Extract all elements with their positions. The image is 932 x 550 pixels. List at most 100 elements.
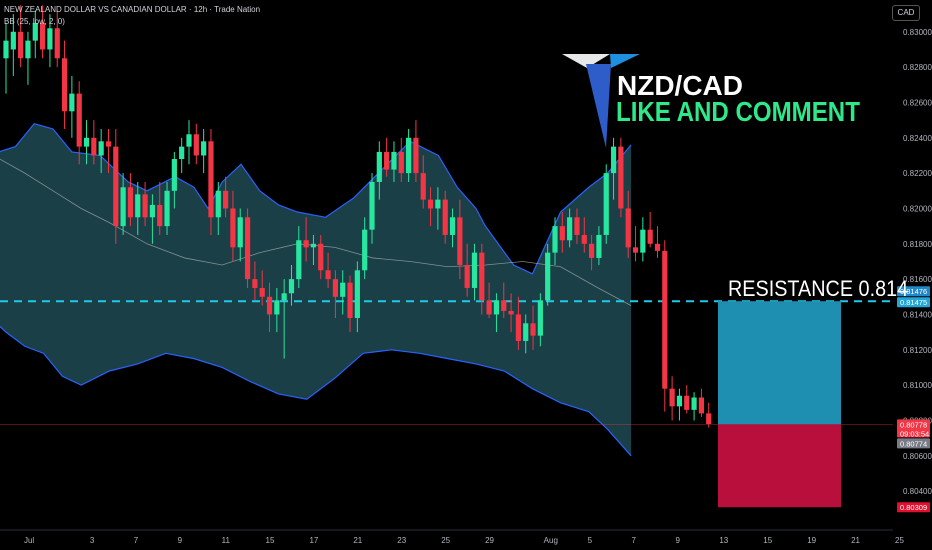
candle xyxy=(135,181,141,235)
candle-body xyxy=(3,40,9,59)
candle xyxy=(486,282,492,318)
candle-body xyxy=(669,388,675,407)
candle-body xyxy=(449,217,456,235)
candle xyxy=(310,234,317,265)
candle-body xyxy=(589,243,595,258)
resistance-price-badge-b-text: 0.81475 xyxy=(900,298,927,307)
bollinger-basis-line xyxy=(0,158,632,306)
candle-body xyxy=(142,194,148,218)
candle xyxy=(3,22,9,94)
candle xyxy=(691,392,697,421)
candle xyxy=(318,234,324,280)
candle xyxy=(215,181,221,235)
price-tick-label: 0.81000 xyxy=(903,381,932,390)
candle xyxy=(288,265,295,306)
candle xyxy=(362,217,368,280)
candle-body xyxy=(486,300,492,315)
candle xyxy=(83,120,90,165)
candle-body xyxy=(684,395,690,410)
candle xyxy=(406,128,412,182)
candle-body xyxy=(552,226,558,253)
price-tick-label: 0.82400 xyxy=(903,134,932,143)
candle-body xyxy=(698,397,704,414)
candle-body xyxy=(10,31,16,50)
candle-body xyxy=(435,199,441,209)
candle xyxy=(157,181,163,235)
candle xyxy=(559,212,565,253)
candle-body xyxy=(135,194,141,218)
candle xyxy=(471,243,478,301)
candle xyxy=(69,75,75,138)
candle xyxy=(223,176,229,218)
candle-body xyxy=(691,397,697,410)
candle xyxy=(457,199,463,280)
candle xyxy=(603,164,609,244)
candle xyxy=(647,212,653,248)
candle xyxy=(32,10,38,59)
candle xyxy=(413,120,419,182)
price-tick-label: 0.82800 xyxy=(903,63,932,72)
candle xyxy=(91,120,97,165)
price-tick-label: 0.82200 xyxy=(903,169,932,178)
candle xyxy=(662,240,668,412)
candle-body xyxy=(618,146,624,209)
candle xyxy=(398,137,404,182)
candle xyxy=(420,155,426,209)
price-tick-label: 0.82000 xyxy=(903,204,932,213)
time-tick-label: 25 xyxy=(895,536,904,545)
candle-body xyxy=(193,134,199,156)
price-axis-bg xyxy=(893,0,932,550)
candle xyxy=(508,293,514,333)
candle-body xyxy=(603,173,609,235)
candle-body xyxy=(567,217,573,241)
price-tick-label: 0.81600 xyxy=(903,275,932,284)
candle-body xyxy=(574,217,580,235)
candle xyxy=(193,123,199,165)
time-tick-label: 3 xyxy=(90,536,95,545)
loss-zone xyxy=(718,424,841,508)
candle xyxy=(537,293,543,347)
candle xyxy=(442,190,448,244)
resistance-price-badge-a: 0.81476 xyxy=(897,286,930,297)
candle-body xyxy=(442,199,448,235)
candle-body xyxy=(69,93,75,112)
candle xyxy=(61,40,68,129)
candle-body xyxy=(354,270,360,318)
candle xyxy=(186,120,192,165)
profit-zone xyxy=(718,301,841,425)
time-tick-label: 19 xyxy=(807,536,816,545)
candle-body xyxy=(25,40,31,59)
candle-body xyxy=(493,300,500,315)
candle xyxy=(376,141,382,200)
time-tick-label: 11 xyxy=(222,536,231,545)
candle-body xyxy=(427,199,434,209)
time-tick-label: 9 xyxy=(675,536,680,545)
candle-body xyxy=(376,151,382,182)
currency-badge[interactable]: CAD xyxy=(892,5,920,21)
candle-body xyxy=(179,146,185,159)
candle-body xyxy=(208,141,214,218)
price-tick-label: 0.81200 xyxy=(903,346,932,355)
candle xyxy=(98,128,104,174)
candle-body xyxy=(545,252,551,301)
candle xyxy=(201,128,207,174)
candle-body xyxy=(640,229,646,253)
time-tick-label: 7 xyxy=(134,536,139,545)
candle xyxy=(493,293,500,333)
candle-body xyxy=(91,137,97,156)
candle-body xyxy=(515,314,521,341)
candle-body xyxy=(647,229,653,244)
price-tick-label: 0.80400 xyxy=(903,487,932,496)
candle-body xyxy=(559,226,565,241)
candle-body xyxy=(244,217,251,280)
bollinger-upper-line xyxy=(0,122,632,275)
time-tick-label: 25 xyxy=(441,536,450,545)
candle xyxy=(105,128,112,174)
candle-body xyxy=(230,208,236,248)
price-tick-label: 0.81400 xyxy=(903,310,932,319)
candle-body xyxy=(464,265,470,288)
candle-body xyxy=(413,137,419,174)
current-price-badge-text: 0.80778 xyxy=(900,420,927,429)
